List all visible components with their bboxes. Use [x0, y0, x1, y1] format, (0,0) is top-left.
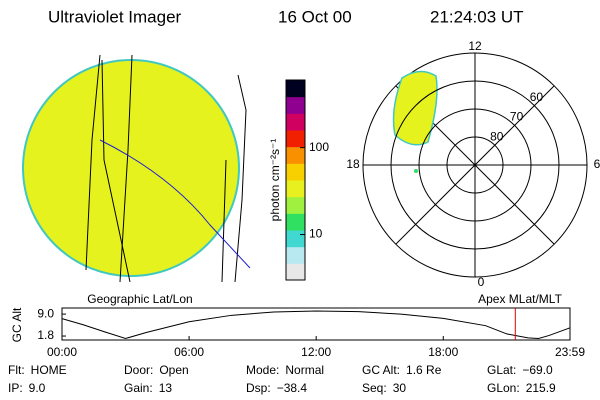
x-tick-label: 23:59	[555, 345, 585, 359]
latitude-circle	[418, 108, 532, 222]
status-value: 30	[393, 381, 407, 395]
status-value: Open	[159, 363, 188, 377]
status-label: GLat:	[487, 363, 516, 377]
colorbar-segment	[286, 163, 305, 181]
status-label: Dsp:	[246, 381, 271, 395]
y-tick-label: 9.0	[37, 306, 54, 320]
altitude-line	[61, 310, 571, 339]
x-tick-label: 06:00	[174, 345, 204, 359]
status-label: GC Alt:	[362, 363, 400, 377]
status-value: 1.6 Re	[406, 363, 442, 377]
status-field: IP: 9.0	[8, 381, 46, 395]
status-field: Mode: Normal	[246, 363, 324, 377]
latitude-label: 80	[490, 129, 504, 143]
status-value: 13	[159, 381, 173, 395]
status-field: GC Alt: 1.6 Re	[362, 363, 442, 377]
colorbar-segment	[286, 180, 305, 198]
colorbar-segment	[286, 213, 305, 231]
status-value: HOME	[31, 363, 67, 377]
colorbar-segment	[286, 80, 305, 98]
date: 16 Oct 00	[278, 7, 352, 26]
mlt-label: 6	[594, 157, 600, 171]
geographic-image	[22, 54, 251, 282]
y-axis-label: GC Alt	[10, 307, 24, 342]
status-value: −69.0	[522, 363, 553, 377]
status-label: Flt:	[8, 363, 25, 377]
mlt-label: 0	[478, 275, 485, 289]
status-label: GLon:	[487, 381, 520, 395]
status-field: Seq: 30	[362, 381, 406, 395]
status-field: Door: Open	[124, 363, 189, 377]
mlt-label: 12	[468, 39, 482, 53]
status-label: Door:	[124, 363, 153, 377]
x-tick-label: 12:00	[301, 345, 331, 359]
colorbar-segment	[286, 196, 305, 214]
colorbar-segment	[286, 246, 305, 264]
x-tick-label: 00:00	[47, 345, 77, 359]
status-value: 9.0	[29, 381, 46, 395]
right-label: Apex MLat/MLT	[478, 292, 562, 306]
left-label: Geographic Lat/Lon	[87, 292, 192, 306]
status-field: Dsp: −38.4	[246, 381, 307, 395]
colorbar-frame	[285, 79, 306, 281]
colorbar-tick-label: 10	[309, 227, 323, 241]
colorbar-segment	[286, 113, 305, 131]
status-field: GLat: −69.0	[487, 363, 553, 377]
x-tick-label: 18:00	[428, 345, 458, 359]
status-value: −38.4	[277, 381, 308, 395]
latitude-label: 60	[530, 90, 544, 104]
polar-grid	[362, 52, 588, 278]
status-label: Mode:	[246, 363, 279, 377]
status-value: Normal	[285, 363, 324, 377]
latitude-label: 70	[510, 110, 524, 124]
colorbar-segment	[286, 230, 305, 248]
status-field: GLon: 215.9	[487, 381, 556, 395]
latitude-circle	[390, 80, 560, 250]
title: Ultraviolet Imager	[48, 7, 182, 26]
status-value: 215.9	[526, 381, 556, 395]
status-field: Flt: HOME	[8, 363, 67, 377]
status-field: Gain: 13	[124, 381, 172, 395]
y-tick-label: 1.8	[37, 328, 54, 342]
status-label: IP:	[8, 381, 23, 395]
colorbar-tick-label: 100	[309, 140, 329, 154]
colorbar-label: photon cm⁻²s⁻¹	[268, 139, 282, 222]
colorbar-segment	[286, 263, 305, 281]
colorbar-segment	[286, 130, 305, 148]
colorbar-segment	[286, 96, 305, 114]
status-label: Seq:	[362, 381, 387, 395]
status-label: Gain:	[124, 381, 153, 395]
mlt-label: 18	[346, 157, 360, 171]
latitude-circle	[446, 136, 504, 194]
time: 21:24:03 UT	[430, 7, 524, 26]
colorbar-segment	[286, 146, 305, 164]
